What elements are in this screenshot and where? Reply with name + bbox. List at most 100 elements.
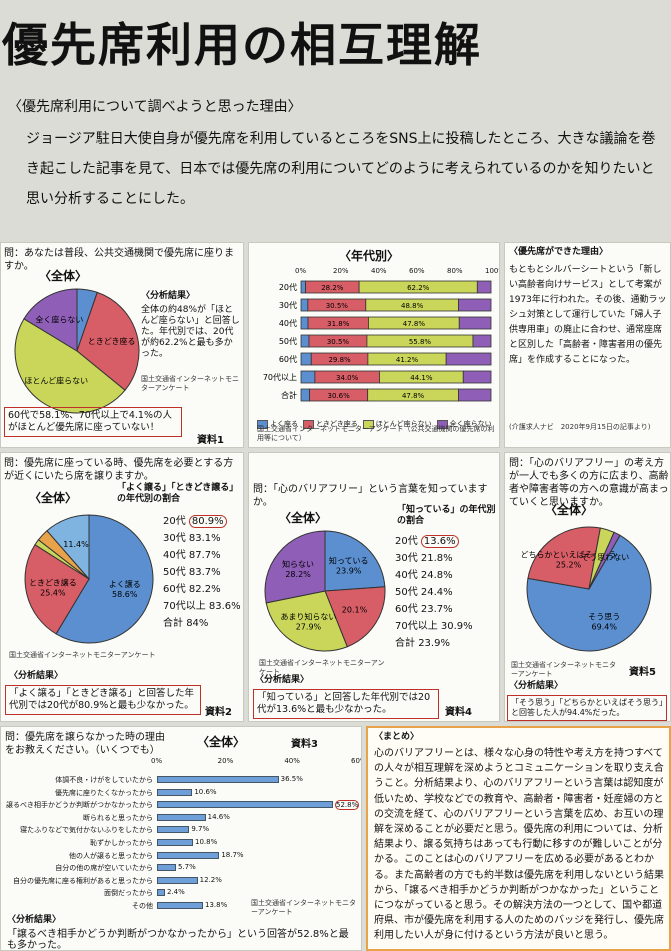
reasons-bar-chart: 体調不良・けがをしていたから 36.5% 優先席に座りたくなかったから 10.6% 譲る… <box>1 769 361 919</box>
reason-label: 譲るべき相手かどうか判断がつかなかったから <box>6 801 153 810</box>
reason-value: 52.8% <box>335 800 360 811</box>
age-label: 70代以上 <box>395 621 441 632</box>
doc-tag: 資料4 <box>445 707 472 718</box>
axis-tick: 20% <box>217 757 234 765</box>
doc-tag: 資料2 <box>205 707 232 718</box>
chart-legend: よく座る ときどき座る ほとんど座らない 全く座らない <box>257 411 497 430</box>
reason-bar <box>157 839 193 846</box>
rate-value: 83.6% <box>208 601 241 612</box>
age-label: 30代 <box>395 553 421 564</box>
source-text: 国土交通省インターネットモニターアンケート <box>251 899 356 916</box>
stack-segment-0-0 <box>300 280 306 294</box>
pie-label-3-1: 20.1% <box>342 605 368 614</box>
reason-label: 自分の他の席が空いていたから <box>55 864 153 873</box>
pie-slice-3-0 <box>324 530 386 592</box>
stack-segment-4-3 <box>445 352 492 366</box>
panel-summary: 〈まとめ〉 心のバリアフリーとは、様々な心身の特性や考え方を持つすべての人々が相… <box>366 726 671 951</box>
age-label: 50代 <box>395 587 421 598</box>
rate-value: 82.2% <box>188 584 221 595</box>
rate-value: 23.9% <box>418 638 450 649</box>
pie-label-3-3: 28.2% <box>285 570 311 579</box>
stack-value-label: 28.2% <box>321 284 344 292</box>
axis-tick: 60% <box>351 757 361 765</box>
reason-value: 12.2% <box>199 875 222 884</box>
pie-label-4-1: どちらかといえばそう思う <box>520 550 616 559</box>
rate-value: 80.9% <box>188 515 227 528</box>
question-text: 問：「心のバリアフリー」という言葉を知っていますか。 <box>253 484 488 508</box>
question-text: 問：優先席に座っている時、優先席を必要とする方が近くにいたら席を譲りますか。 <box>4 458 234 482</box>
row-label: 合計 <box>281 390 297 400</box>
reason-bar <box>157 864 176 872</box>
source-text: 国土交通省インターネットモニターアンケート（公共交通機関の優先席の利用等について… <box>257 425 495 442</box>
pie-label-2-1: ときどき譲る <box>29 578 77 588</box>
legend-item: 全く座らない <box>436 419 492 429</box>
pie-slice-2-4 <box>46 514 90 581</box>
analysis-heading: 〈分析結果〉 <box>7 915 62 925</box>
note-box: 60代で58.1%、70代以上で4.1%の人がほとんど優先席に座っていない！ <box>4 407 182 437</box>
age-rate-row: 40代 24.8% <box>395 567 473 584</box>
stack-segment-0-3 <box>476 280 492 294</box>
reason-value: 13.8% <box>205 901 228 909</box>
intro-body: ジョージア駐日大使自身が優先席を利用しているところをSNS上に投稿したところ、大… <box>26 131 656 207</box>
question-text: 問：「心のバリアフリー」の考え方が一人でも多くの方に広まり、高齢者や障害者等の方… <box>509 458 669 508</box>
legend-label: よく座る <box>270 420 298 428</box>
rate-value: 83.1% <box>188 533 221 544</box>
summary-heading: 〈まとめ〉 <box>374 732 420 742</box>
pie-slice-3-1 <box>324 586 386 648</box>
intro-heading: 〈優先席利用について調べようと思った理由〉 <box>8 99 302 115</box>
axis-tick: 40% <box>284 757 300 765</box>
stack-segment-2-0 <box>300 316 309 330</box>
source-text: 国土交通省インターネットモニターアンケート <box>259 659 385 676</box>
stack-value-label: 44.1% <box>410 374 433 382</box>
pie-label-4-0: そう思う <box>588 613 620 622</box>
stack-value-label: 31.8% <box>327 320 350 328</box>
reason-label: 寝たふりなどで気付かないふりをしたから <box>20 826 153 835</box>
section-label: 〈全体〉 <box>197 735 246 749</box>
age-rate-row: 70代以上 83.6% <box>163 598 241 615</box>
row-label: 50代 <box>279 336 297 346</box>
age-rate-row: 合計 23.9% <box>395 635 473 652</box>
pie-slice-0-1 <box>76 291 140 391</box>
age-rate-row: 合計 84% <box>163 615 241 632</box>
pie-slice-0-3 <box>23 288 78 352</box>
panel-spread-awareness: 問：「心のバリアフリー」の考え方が一人でも多くの方に広まり、高齢者や障害者等の方… <box>504 452 671 722</box>
axis-tick: 100% <box>485 267 499 275</box>
pie-slice-3-2 <box>265 590 348 652</box>
legend-label: 全く座らない <box>449 420 492 428</box>
pie-slice-2-0 <box>55 514 154 644</box>
reason-bar <box>157 788 193 796</box>
rate-value: 84% <box>186 618 209 629</box>
pie-label-0-1: ときどき座る <box>88 336 136 346</box>
history-heading: 〈優先席ができた理由〉 <box>509 247 609 257</box>
legend-swatch <box>303 419 314 429</box>
legend-swatch <box>436 419 448 429</box>
age-rate-row: 20代 13.6% <box>395 533 473 550</box>
question-text: 問：あなたは普段、公共交通機関で優先席に座りますか。 <box>4 248 234 272</box>
pie-slice-4-0 <box>526 534 652 652</box>
age-rate-row: 30代 21.8% <box>395 550 473 567</box>
stack-segment-4-0 <box>300 352 312 366</box>
pie-label-2-1: 25.4% <box>40 589 66 598</box>
panel-sit-overall: 問：あなたは普段、公共交通機関で優先席に座りますか。 〈全体〉 ときどき座る ほと… <box>0 242 244 448</box>
row-label: 60代 <box>279 354 297 364</box>
reason-value: 14.6% <box>207 812 230 821</box>
stack-value-label: 47.8% <box>402 392 425 400</box>
pie-label-4-3: そう思わない <box>581 553 629 562</box>
source-text: 国土交通省インターネットモニターアンケート <box>511 661 616 678</box>
stack-segment-3-0 <box>300 334 310 348</box>
sub-heading: 「知っている」の年代別の割合 <box>397 505 496 526</box>
analysis-heading: 〈分析結果〉 <box>509 681 564 691</box>
age-rate-row: 30代 83.1% <box>163 530 241 547</box>
source-text: 国土交通省インターネットモニターアンケート <box>141 375 239 392</box>
pie-slice-4-1 <box>527 526 601 590</box>
history-body: もともとシルバーシートという「新しい高齢者向けサービス」として考案が1973年に… <box>509 265 667 365</box>
pie-label-4-1: 25.2% <box>556 560 582 569</box>
age-label: 50代 <box>163 567 189 578</box>
rate-value: 24.4% <box>420 587 453 598</box>
axis-ticks: 0% 20% 40% 60% 80% 100% <box>295 267 499 277</box>
pie-label-2-4: 11.4% <box>63 540 89 549</box>
legend-item: ほとんど座らない <box>362 419 432 429</box>
reason-value: 18.7% <box>221 850 244 859</box>
reason-value: 36.5% <box>280 775 303 783</box>
